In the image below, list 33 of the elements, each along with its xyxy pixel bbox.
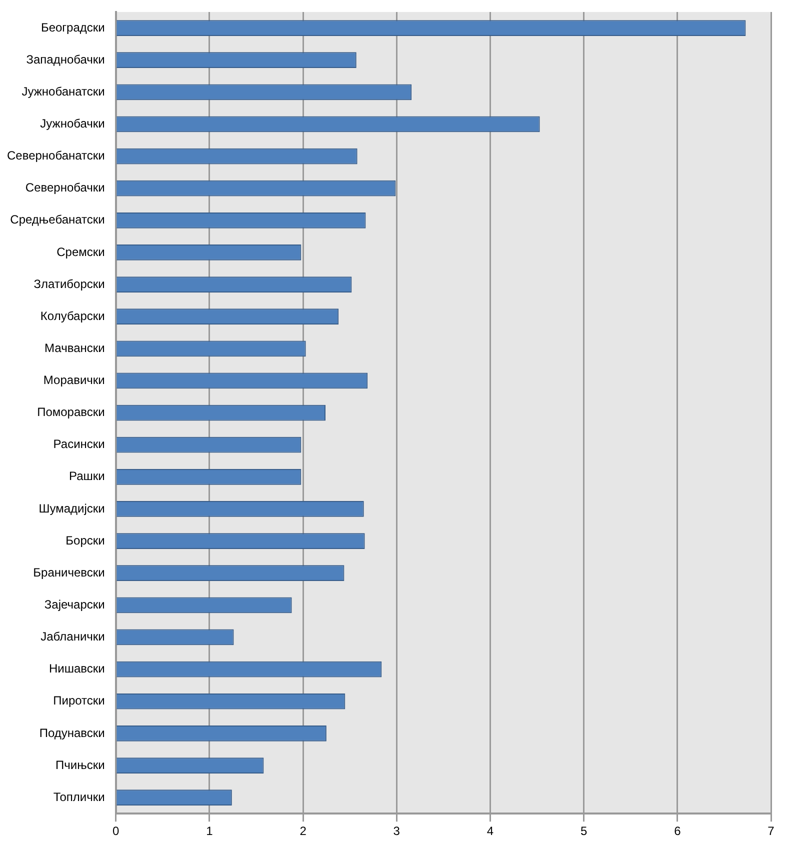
y-tick-label: Рашки [68,469,105,484]
x-tick-label: 4 [486,824,494,838]
y-tick-label: Поморавски [37,405,105,420]
y-tick-label: Зајечарски [44,597,105,612]
x-tick-label: 3 [393,824,400,838]
y-tick-label: Јабланички [40,630,105,644]
y-tick-label: Расински [53,437,105,452]
y-tick-label: Београдски [40,20,105,34]
y-tick-label: Моравички [43,373,105,388]
x-tick-label: 2 [300,824,307,838]
y-tick-label: Топлички [53,790,105,804]
x-tick-label: 7 [768,824,775,838]
x-tick-label: 6 [674,824,682,838]
y-tick-label: Јужнобанатски [22,84,105,98]
y-tick-label: Пчињски [56,758,105,772]
y-tick-label: Подунавски [39,726,105,740]
y-tick-label: Шумадијски [38,501,105,516]
x-tick-label: 0 [112,824,120,838]
y-tick-label: Борски [66,533,105,548]
y-tick-label: Севернобанатски [6,148,105,163]
x-tick-label: 1 [206,824,214,838]
y-tick-label: Средњебанатски [10,212,105,227]
y-tick-label: Нишавски [48,662,105,676]
y-tick-label: Сремски [56,244,105,259]
y-tick-label: Мачвански [44,340,105,355]
y-tick-label: Златиборски [34,276,105,291]
y-tick-label: Западнобачки [26,52,105,66]
y-tick-label: Севернобачки [25,180,105,195]
x-tick-label: 5 [580,824,588,838]
y-tick-label: Браничевски [33,565,105,580]
y-tick-label: Колубарски [40,308,105,323]
y-tick-label: Јужнобачки [40,116,105,131]
y-tick-label: Пиротски [53,694,105,708]
